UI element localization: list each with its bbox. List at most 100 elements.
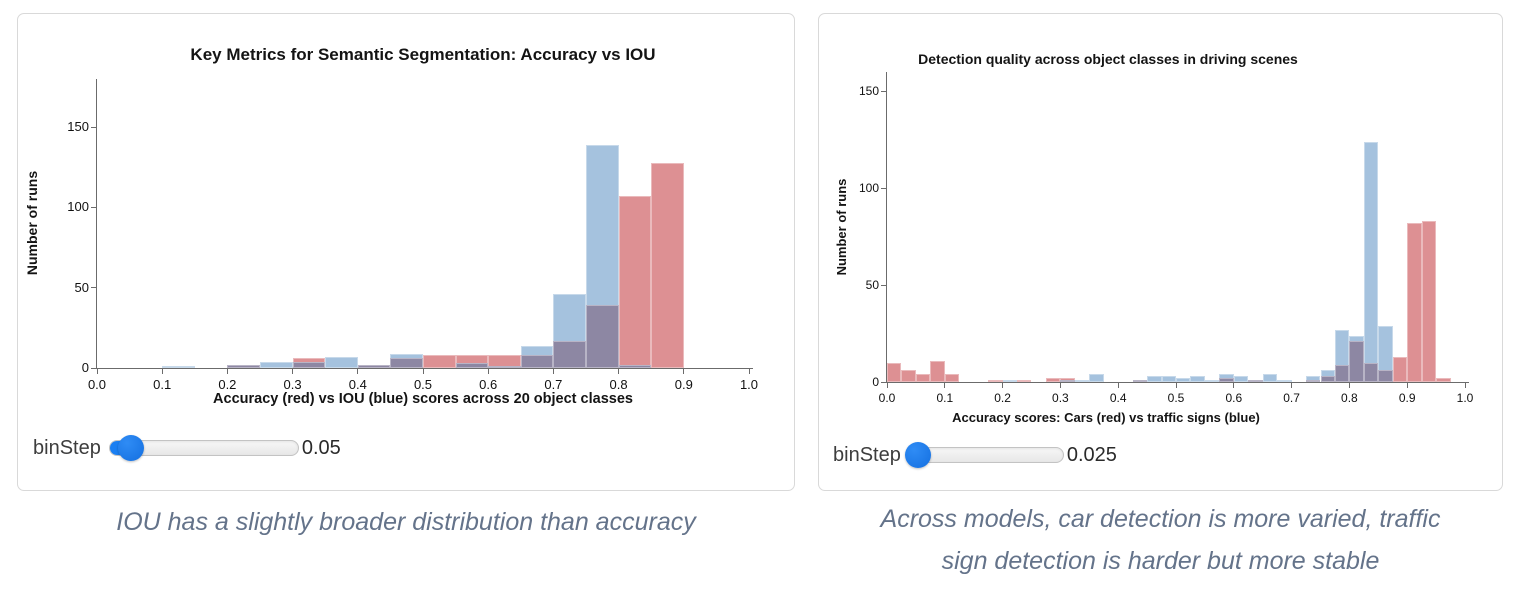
y-tick-label: 50 [865,278,879,293]
histogram-bar [988,380,1003,382]
y-tick-mark [881,187,886,189]
histogram-bar [260,361,293,368]
x-tick-label: 0.0 [878,391,896,405]
x-tick-mark [683,369,685,374]
x-tick-label: 0.3 [1052,391,1069,405]
histogram-bar [1421,221,1437,382]
histogram-bar [325,356,358,368]
plot-area: 0.0 0.1 0.2 0.3 0.4 0.5 0.6 0.7 0.8 0.9 1.0 0 50 100 1… [67,79,758,392]
histogram-bar-overlap [586,305,619,368]
chart-title: Detection quality across object classes … [918,51,1298,67]
y-tick-label: 0 [872,375,879,389]
x-tick-label: 0.6 [479,377,498,392]
y-tick-mark [91,287,96,289]
x-tick-label: 0.4 [1109,391,1127,405]
slider-thumb[interactable] [117,435,144,461]
histogram-bar [488,355,521,368]
histogram-bar-overlap [1334,364,1350,382]
x-tick-label: 0.1 [936,391,954,405]
y-tick-mark [91,206,96,208]
chart-panel-left: Key Metrics for Semantic Segmentation: A… [17,13,795,491]
histogram-bar [1306,376,1321,382]
histogram-bar-overlap [1132,380,1148,382]
x-tick-label: 0.2 [218,377,237,392]
histogram-bar-overlap [1248,380,1263,382]
x-tick-label: 0.7 [1283,391,1300,405]
x-tick-label: 0.8 [609,377,628,392]
x-tick-label: 0.2 [994,391,1011,405]
histogram-bar [1089,374,1104,382]
x-tick-mark [886,383,888,388]
histogram-bar [1407,223,1422,382]
y-tick-mark [881,381,886,383]
x-tick-mark [1002,383,1004,388]
bin-step-control: binStep 0.05 [33,434,341,462]
histogram-bar [618,196,652,368]
histogram-bar-overlap [1306,380,1321,382]
x-tick-label: 0.5 [413,377,433,392]
histogram-bar [1363,141,1379,382]
bin-step-control: binStep 0.025 [833,441,1117,469]
histogram-bar-overlap [618,364,652,368]
x-axis-title: Accuracy (red) vs IOU (blue) scores acro… [213,391,633,407]
y-tick-mark [91,367,96,369]
bin-step-slider[interactable] [108,435,299,461]
x-tick-label: 0.8 [1341,391,1358,405]
x-tick-mark [226,369,228,374]
y-tick-mark [881,284,886,286]
x-tick-mark [1117,383,1119,388]
histogram-bar [1147,376,1162,382]
chart-title: Key Metrics for Semantic Segmentation: A… [190,45,656,64]
x-tick-mark [1291,383,1293,388]
plot-area: 0.0 0.1 0.2 0.3 0.4 0.5 0.6 0.7 0.8 0.9 1.0 0 50 100 1… [859,72,1473,405]
x-tick-mark [422,369,424,374]
bin-step-slider[interactable] [905,442,1064,468]
y-tick-label: 100 [67,199,89,215]
histogram-bar [901,370,916,382]
histogram-bar-overlap [1060,380,1075,382]
histogram-bar-overlap [357,364,391,368]
x-tick-label: 1.0 [739,377,759,392]
slider-value: 0.05 [301,436,341,459]
histogram-bar [651,162,684,368]
histogram-bar [944,374,960,382]
histogram-bar [1378,325,1393,382]
x-tick-label: 0.5 [1167,391,1185,405]
histogram-bar-overlap [227,364,260,368]
histogram-bar [1436,378,1451,382]
slider-thumb[interactable] [905,442,932,468]
histogram-bar [1262,374,1278,382]
x-tick-mark [1406,383,1408,388]
histogram-bar [1190,376,1205,382]
x-tick-mark [1175,383,1177,388]
x-axis-line [96,368,753,369]
y-axis-title: Number of runs [834,178,849,276]
y-tick-label: 150 [67,119,89,135]
histogram-bar-overlap [292,361,326,368]
x-tick-label: 0.1 [153,377,172,392]
chart-caption-left: IOU has a slightly broader distribution … [116,508,696,536]
histogram-bar [915,374,931,382]
histogram-bar [1045,378,1061,382]
x-tick-mark [357,369,359,374]
slider-label: binStep [33,436,101,459]
histogram-bar-overlap [1349,341,1364,382]
y-tick-mark [881,90,886,92]
x-tick-label: 0.0 [87,377,107,392]
y-tick-mark [91,126,96,128]
histogram-bar [1002,380,1018,382]
histogram-bar-overlap [1363,362,1379,382]
x-tick-label: 0.9 [674,377,693,392]
x-tick-label: 1.0 [1456,391,1474,405]
x-tick-mark [1464,383,1466,388]
x-tick-mark [1348,383,1350,388]
histogram-bar [930,360,945,382]
histogram-bar-overlap [1320,376,1335,382]
y-tick-label: 100 [858,181,879,196]
chart-caption-right: Across models, car detection is more var… [880,505,1441,575]
x-tick-label: 0.6 [1225,391,1243,405]
x-tick-mark [1233,383,1235,388]
histogram-bar [1204,380,1220,382]
x-tick-label: 0.4 [348,377,367,392]
